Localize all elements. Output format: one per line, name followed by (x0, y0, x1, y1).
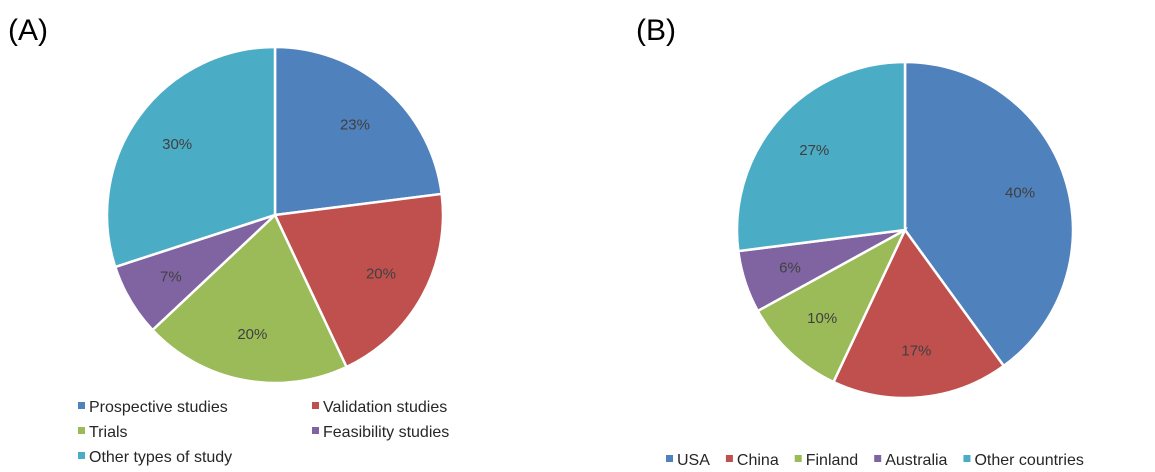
legend-a: Prospective studies Validation studies Tri… (78, 399, 449, 466)
pie-slices-b (735, 60, 1075, 400)
pie-slice-trials (150, 212, 349, 385)
slice-value-label-china: 17% (901, 342, 931, 359)
legend-item-validation-studies: Validation studies (312, 399, 447, 416)
pie-value-labels-b: 40% 17% 10% 6% 27% (779, 142, 1035, 359)
legend-label: Trials (89, 424, 128, 441)
pie-slice-other-types-of-study (105, 45, 277, 269)
legend-swatch (312, 427, 319, 434)
pie-slice-prospective-studies (273, 45, 444, 217)
panel-label-a: (A) (8, 14, 48, 47)
slice-value-label-other-types-of-study: 30% (162, 136, 192, 153)
legend-item-usa: USA (666, 452, 710, 469)
legend-swatch (725, 455, 733, 462)
legend-item-trials: Trials (78, 424, 128, 441)
legend-item-other-countries: Other countries (963, 452, 1084, 469)
pie-chart-b: (B) 40% 17% 10% 6% 27% USA China Finland Austra… (636, 14, 1084, 469)
legend-swatch (666, 455, 673, 462)
legend-label: Prospective studies (89, 399, 228, 416)
pie-chart-a: (A) 23% 20% 20% 7% 30% Prospective studies Va… (8, 14, 449, 466)
slice-value-label-validation-studies: 20% (366, 265, 396, 282)
legend-swatch (963, 455, 971, 462)
pie-slice-validation-studies (273, 192, 445, 369)
legend-swatch (78, 402, 85, 409)
legend-item-china: China (725, 452, 779, 469)
slice-value-label-usa: 40% (1005, 185, 1035, 202)
legend-swatch (78, 452, 85, 459)
slice-value-label-prospective-studies: 23% (340, 116, 370, 133)
legend-label: Other countries (974, 452, 1083, 469)
panel-label-b: (B) (636, 14, 676, 47)
slice-value-label-other-countries: 27% (799, 142, 829, 159)
legend-label: Feasibility studies (323, 424, 449, 441)
legend-item-other-types-of-study: Other types of study (78, 449, 232, 466)
legend-item-finland: Finland (794, 452, 858, 469)
legend-swatch (78, 427, 85, 434)
legend-swatch (794, 455, 802, 462)
legend-swatch (874, 455, 882, 462)
slice-value-label-australia: 6% (779, 259, 801, 276)
pie-slice-china (831, 227, 1006, 400)
pie-slice-usa (903, 60, 1075, 368)
legend-label: Validation studies (323, 399, 447, 416)
legend-item-feasibility-studies: Feasibility studies (312, 424, 449, 441)
pie-slice-other-countries (735, 60, 907, 253)
legend-label: USA (677, 452, 710, 469)
slice-value-label-trials: 20% (237, 326, 267, 343)
legend-label: Finland (806, 452, 858, 469)
legend-item-prospective-studies: Prospective studies (78, 399, 228, 416)
slice-value-label-feasibility-studies: 7% (160, 269, 182, 286)
legend-b: USA China Finland Australia Other countries (666, 452, 1084, 469)
legend-item-australia: Australia (874, 452, 948, 469)
slice-value-label-finland: 10% (807, 310, 837, 327)
legend-label: China (737, 452, 779, 469)
pie-slice-finland (756, 227, 908, 384)
pie-value-labels-a: 23% 20% 20% 7% 30% (160, 116, 396, 343)
legend-label: Other types of study (89, 449, 232, 466)
legend-label: Australia (885, 452, 947, 469)
pie-slices-a (105, 45, 445, 385)
legend-swatch (312, 402, 319, 409)
